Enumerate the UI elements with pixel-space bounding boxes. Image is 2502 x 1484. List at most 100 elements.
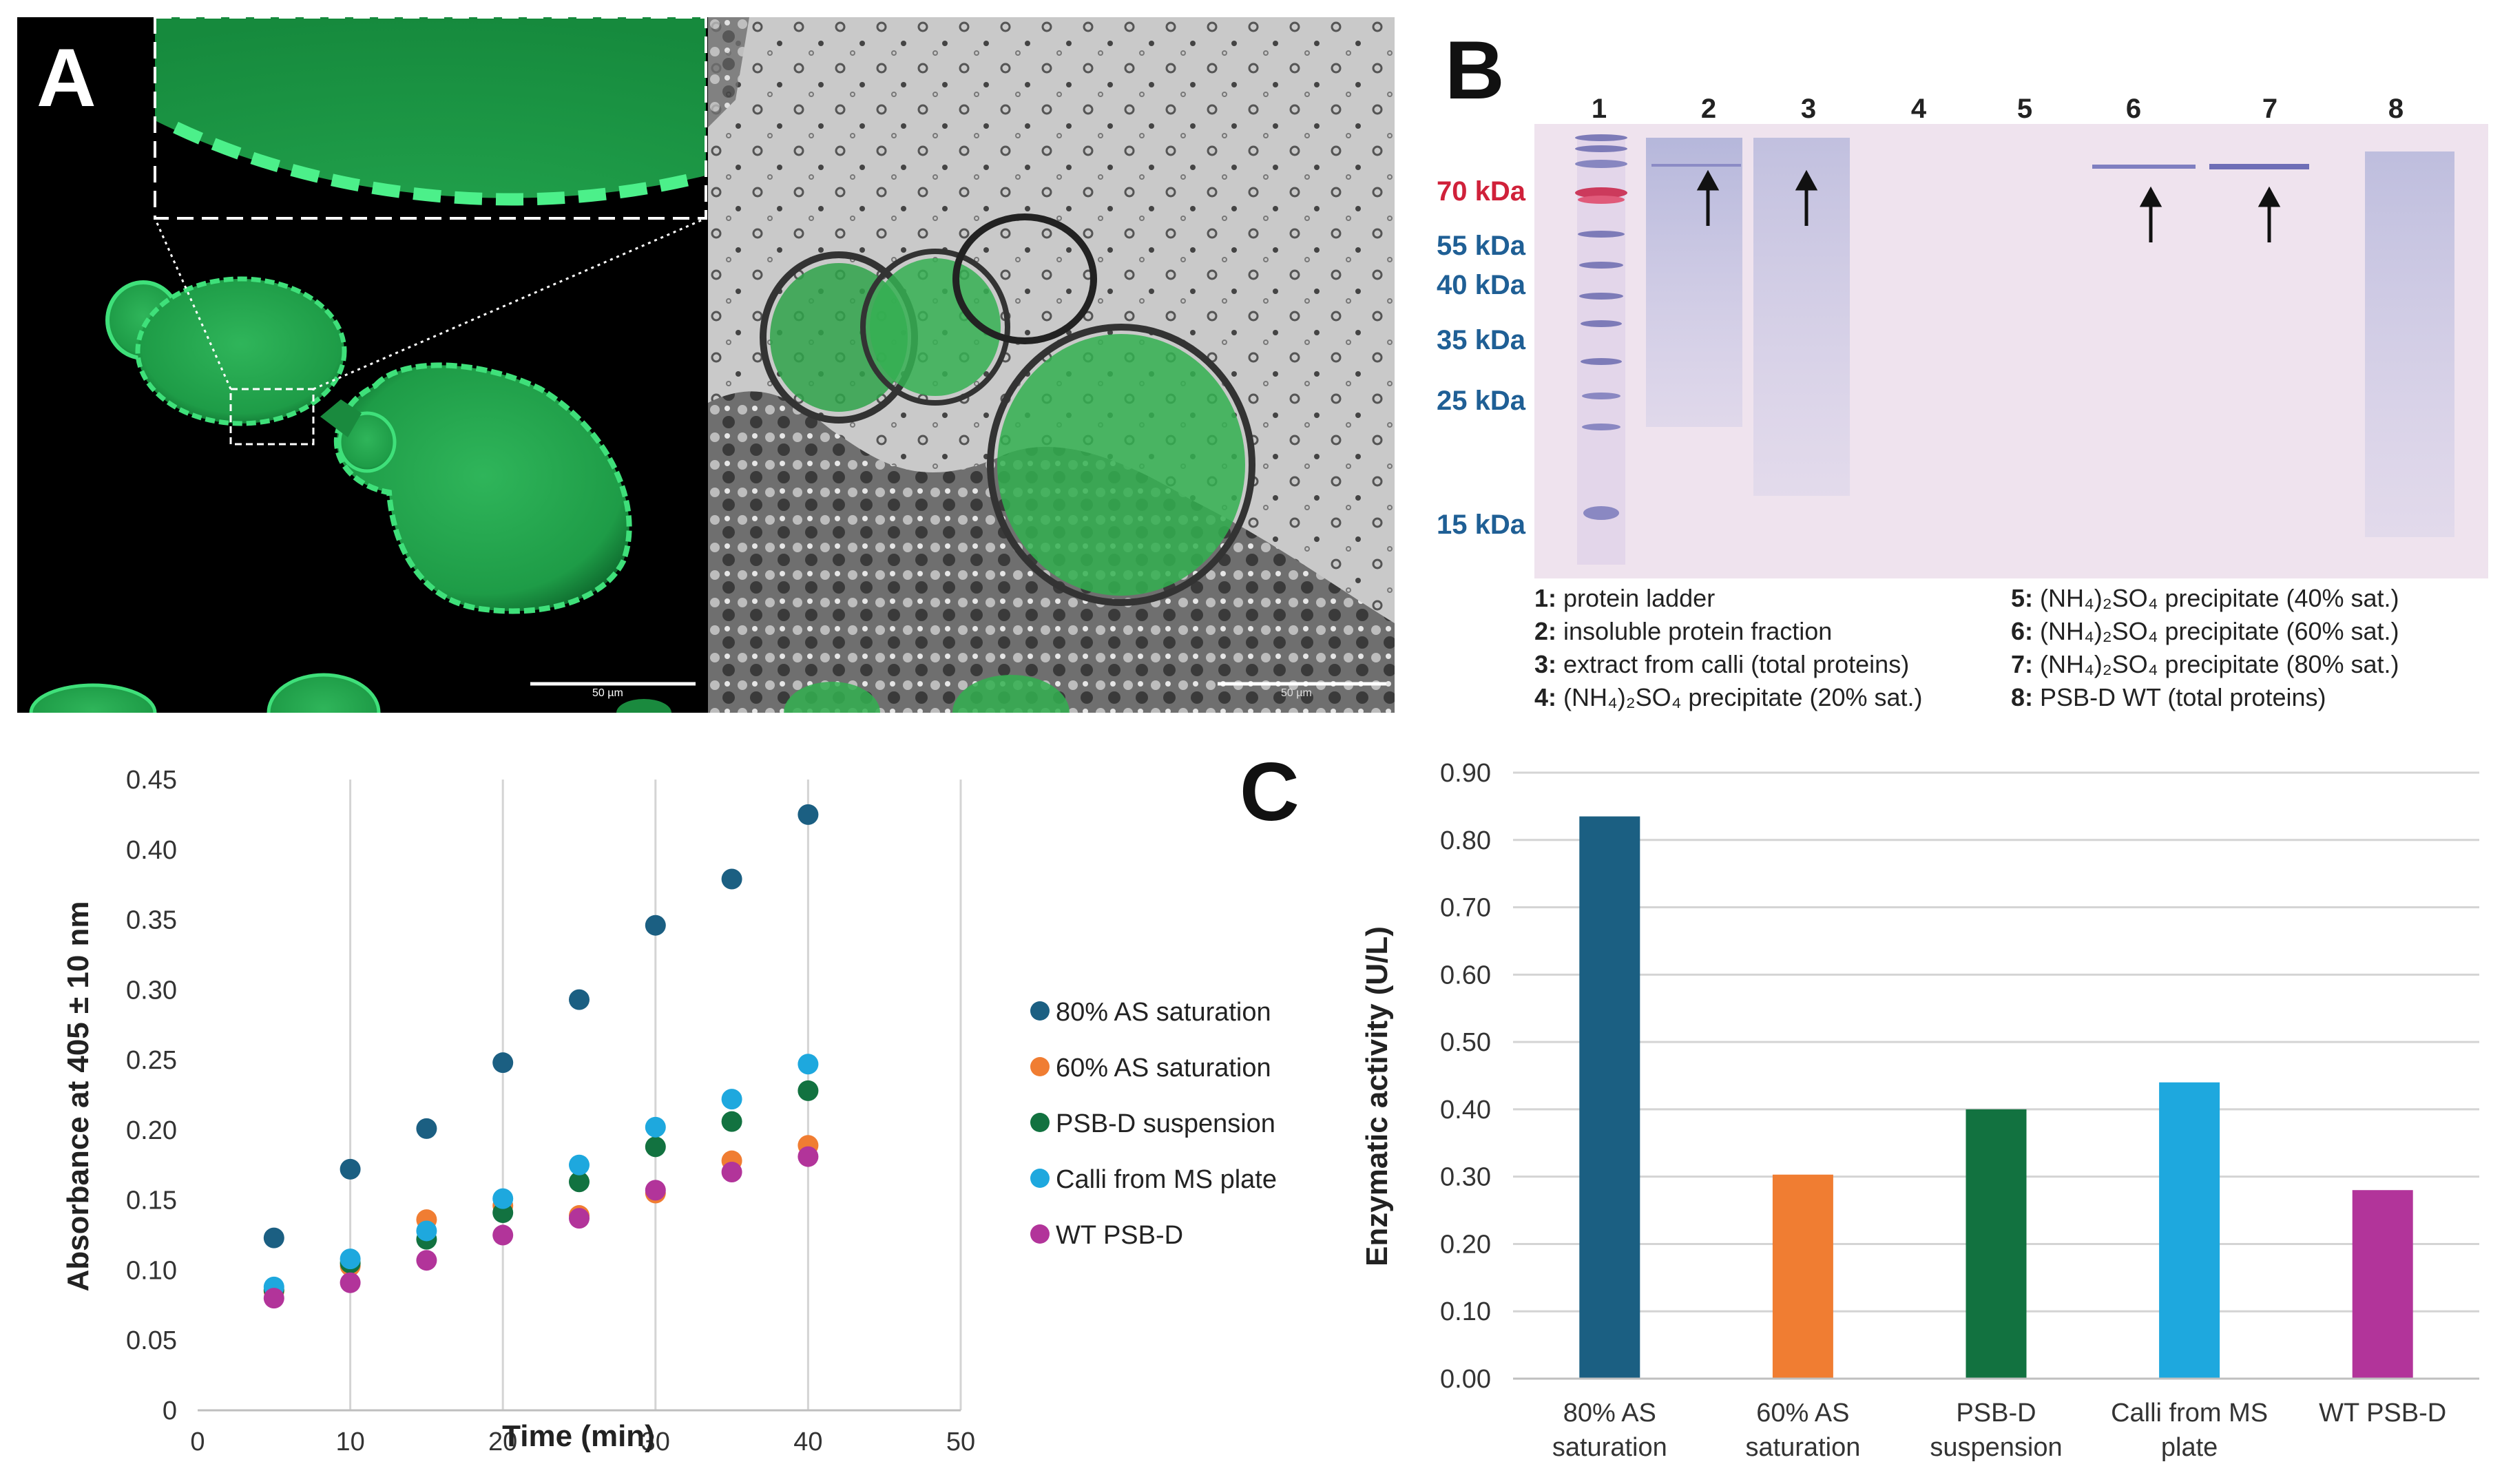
- scatter-x-tick-label: 20: [488, 1428, 517, 1456]
- legend-num: 4:: [1534, 683, 1557, 711]
- scatter-legend-label: 80% AS saturation: [1056, 998, 1271, 1027]
- bar-category-label: saturation: [1552, 1433, 1667, 1462]
- bar-category-label: 80% AS: [1563, 1399, 1656, 1428]
- scatter-legend-marker: [1030, 1113, 1050, 1132]
- bar-y-label: Enzymatic activity (U/L): [1364, 926, 1394, 1266]
- scatter-x-tick-label: 0: [190, 1428, 205, 1456]
- scatter-x-label: Time (min): [502, 1419, 655, 1453]
- scatter-legend-label: 60% AS saturation: [1056, 1054, 1271, 1083]
- scatter-point: [721, 1089, 742, 1110]
- bar-y-tick-label: 0.80: [1440, 826, 1491, 855]
- scatter-y-tick-label: 0: [163, 1397, 177, 1425]
- scatter-point: [797, 1054, 819, 1075]
- marker-label-40: 40 kDa: [1437, 270, 1525, 300]
- scatter-legend-marker: [1030, 1001, 1050, 1021]
- bar-y-tick-label: 0.00: [1440, 1365, 1491, 1394]
- legend-num: 5:: [2011, 584, 2034, 612]
- scatter-points: [263, 804, 819, 1309]
- scatter-y-tick-label: 0.30: [126, 976, 177, 1005]
- marker-label-55: 55 kDa: [1437, 231, 1525, 261]
- scatter-point: [645, 1180, 666, 1201]
- marker-label-70: 70 kDa: [1437, 176, 1525, 207]
- scatter-y-tick-label: 0.15: [126, 1187, 177, 1215]
- legend-entry: 5: (NH₄)₂SO₄ precipitate (40% sat.): [2011, 584, 2399, 613]
- legend-text: insoluble protein fraction: [1563, 617, 1833, 645]
- legend-num: 3:: [1534, 650, 1557, 678]
- bar-y-tick-label: 0.50: [1440, 1028, 1491, 1057]
- legend-num: 8:: [2011, 683, 2034, 711]
- scatter-point: [569, 989, 590, 1010]
- scatter-point: [416, 1220, 437, 1242]
- scatter-legend: 80% AS saturation 60% AS saturation PSB-D …: [1030, 998, 1277, 1250]
- scatter-legend-marker: [1030, 1169, 1050, 1188]
- legend-text: (NH₄)₂SO₄ precipitate (20% sat.): [1563, 683, 1923, 711]
- scatter-point: [340, 1248, 361, 1270]
- bar: [2159, 1082, 2220, 1379]
- bar-category-label: Calli from MS: [2111, 1399, 2268, 1428]
- bar: [1772, 1174, 1833, 1379]
- scatter-point: [416, 1118, 437, 1139]
- legend-entry: 4: (NH₄)₂SO₄ precipitate (20% sat.): [1534, 683, 1923, 712]
- scatter-point: [645, 1116, 666, 1138]
- panel-b-letter: B: [1445, 24, 1505, 116]
- bar-category-label: WT PSB-D: [2319, 1399, 2446, 1428]
- legend-text: extract from calli (total proteins): [1563, 650, 1910, 678]
- scatter-point: [263, 1227, 284, 1248]
- panel-a: 50 µm 50 µm A: [17, 17, 1395, 713]
- bar-y-tick-label: 0.40: [1440, 1096, 1491, 1125]
- legend-entry: 8: PSB-D WT (total proteins): [2011, 683, 2326, 712]
- scatter-point: [645, 915, 666, 936]
- legend-entry: 7: (NH₄)₂SO₄ precipitate (80% sat.): [2011, 650, 2399, 679]
- lane-number: 3: [1800, 94, 1817, 124]
- scatter-point: [340, 1272, 361, 1293]
- panel-c-letter: C: [1240, 746, 1300, 838]
- bar-category-label: 60% AS: [1756, 1399, 1849, 1428]
- lane-number: 5: [2016, 94, 2033, 124]
- fluorescence-image: [17, 17, 708, 713]
- absorbance-scatter-chart: 0 10 20 30 40 50 0 0.05 0.10 0.15 0.20 0.25 0.30 0.35…: [61, 766, 1277, 1456]
- scatter-y-tick-label: 0.45: [126, 766, 177, 795]
- scatter-y-label: Absorbance at 405 ± 10 nm: [61, 901, 95, 1291]
- scatter-legend-label: PSB-D suspension: [1056, 1109, 1275, 1138]
- legend-entry: 1: protein ladder: [1534, 584, 1715, 613]
- bar-y-tick-label: 0.90: [1440, 759, 1491, 788]
- scatter-point: [492, 1224, 514, 1246]
- scatter-x-tick-label: 10: [335, 1428, 364, 1456]
- lane-number: 7: [2262, 94, 2278, 124]
- scatter-y-tick-label: 0.05: [126, 1326, 177, 1355]
- bar-y-tick-label: 0.60: [1440, 961, 1491, 990]
- scatter-x-tick-label: 50: [946, 1428, 975, 1456]
- legend-entry: 2: insoluble protein fraction: [1534, 617, 1832, 646]
- lane-number: 2: [1700, 94, 1717, 124]
- scatter-point: [721, 1111, 742, 1132]
- scatter-axes: 0 10 20 30 40 50 0 0.05 0.10 0.15 0.20 0.25 0.30 0.35…: [126, 766, 975, 1456]
- lane-number: 6: [2125, 94, 2142, 124]
- scatter-point: [416, 1250, 437, 1271]
- bar-category-label: suspension: [1930, 1433, 2062, 1462]
- scatter-point: [645, 1136, 666, 1158]
- scatter-point: [492, 1188, 514, 1209]
- scatter-point: [569, 1171, 590, 1193]
- bar-axes: 0.00 0.10 0.20 0.30 0.40 0.50 0.60 0.70 0.80 0.90…: [1440, 759, 2479, 1462]
- legend-text: (NH₄)₂SO₄ precipitate (40% sat.): [2040, 584, 2399, 612]
- enzymatic-activity-bar-chart: 0.00 0.10 0.20 0.30 0.40 0.50 0.60 0.70 0.80 0.90…: [1364, 759, 2479, 1462]
- scatter-grid: [349, 780, 962, 1410]
- bar-y-tick-label: 0.30: [1440, 1163, 1491, 1192]
- legend-text: protein ladder: [1563, 584, 1716, 612]
- scatter-point: [569, 1154, 590, 1175]
- scatter-point: [263, 1288, 284, 1309]
- legend-entry: 6: (NH₄)₂SO₄ precipitate (60% sat.): [2011, 617, 2399, 646]
- bar-y-tick-label: 0.70: [1440, 894, 1491, 923]
- legend-num: 1:: [1534, 584, 1557, 612]
- legend-entry: 3: extract from calli (total proteins): [1534, 650, 1909, 679]
- bar-y-tick-label: 0.10: [1440, 1297, 1491, 1326]
- legend-num: 2:: [1534, 617, 1557, 645]
- panel-a-letter: A: [37, 32, 96, 124]
- scatter-y-tick-label: 0.25: [126, 1046, 177, 1075]
- scatter-point: [797, 1080, 819, 1101]
- legend-num: 6:: [2011, 617, 2034, 645]
- brightfield-image: [708, 17, 1395, 713]
- scatter-point: [797, 804, 819, 825]
- scatter-point: [340, 1158, 361, 1180]
- bar-series: [1579, 816, 2413, 1379]
